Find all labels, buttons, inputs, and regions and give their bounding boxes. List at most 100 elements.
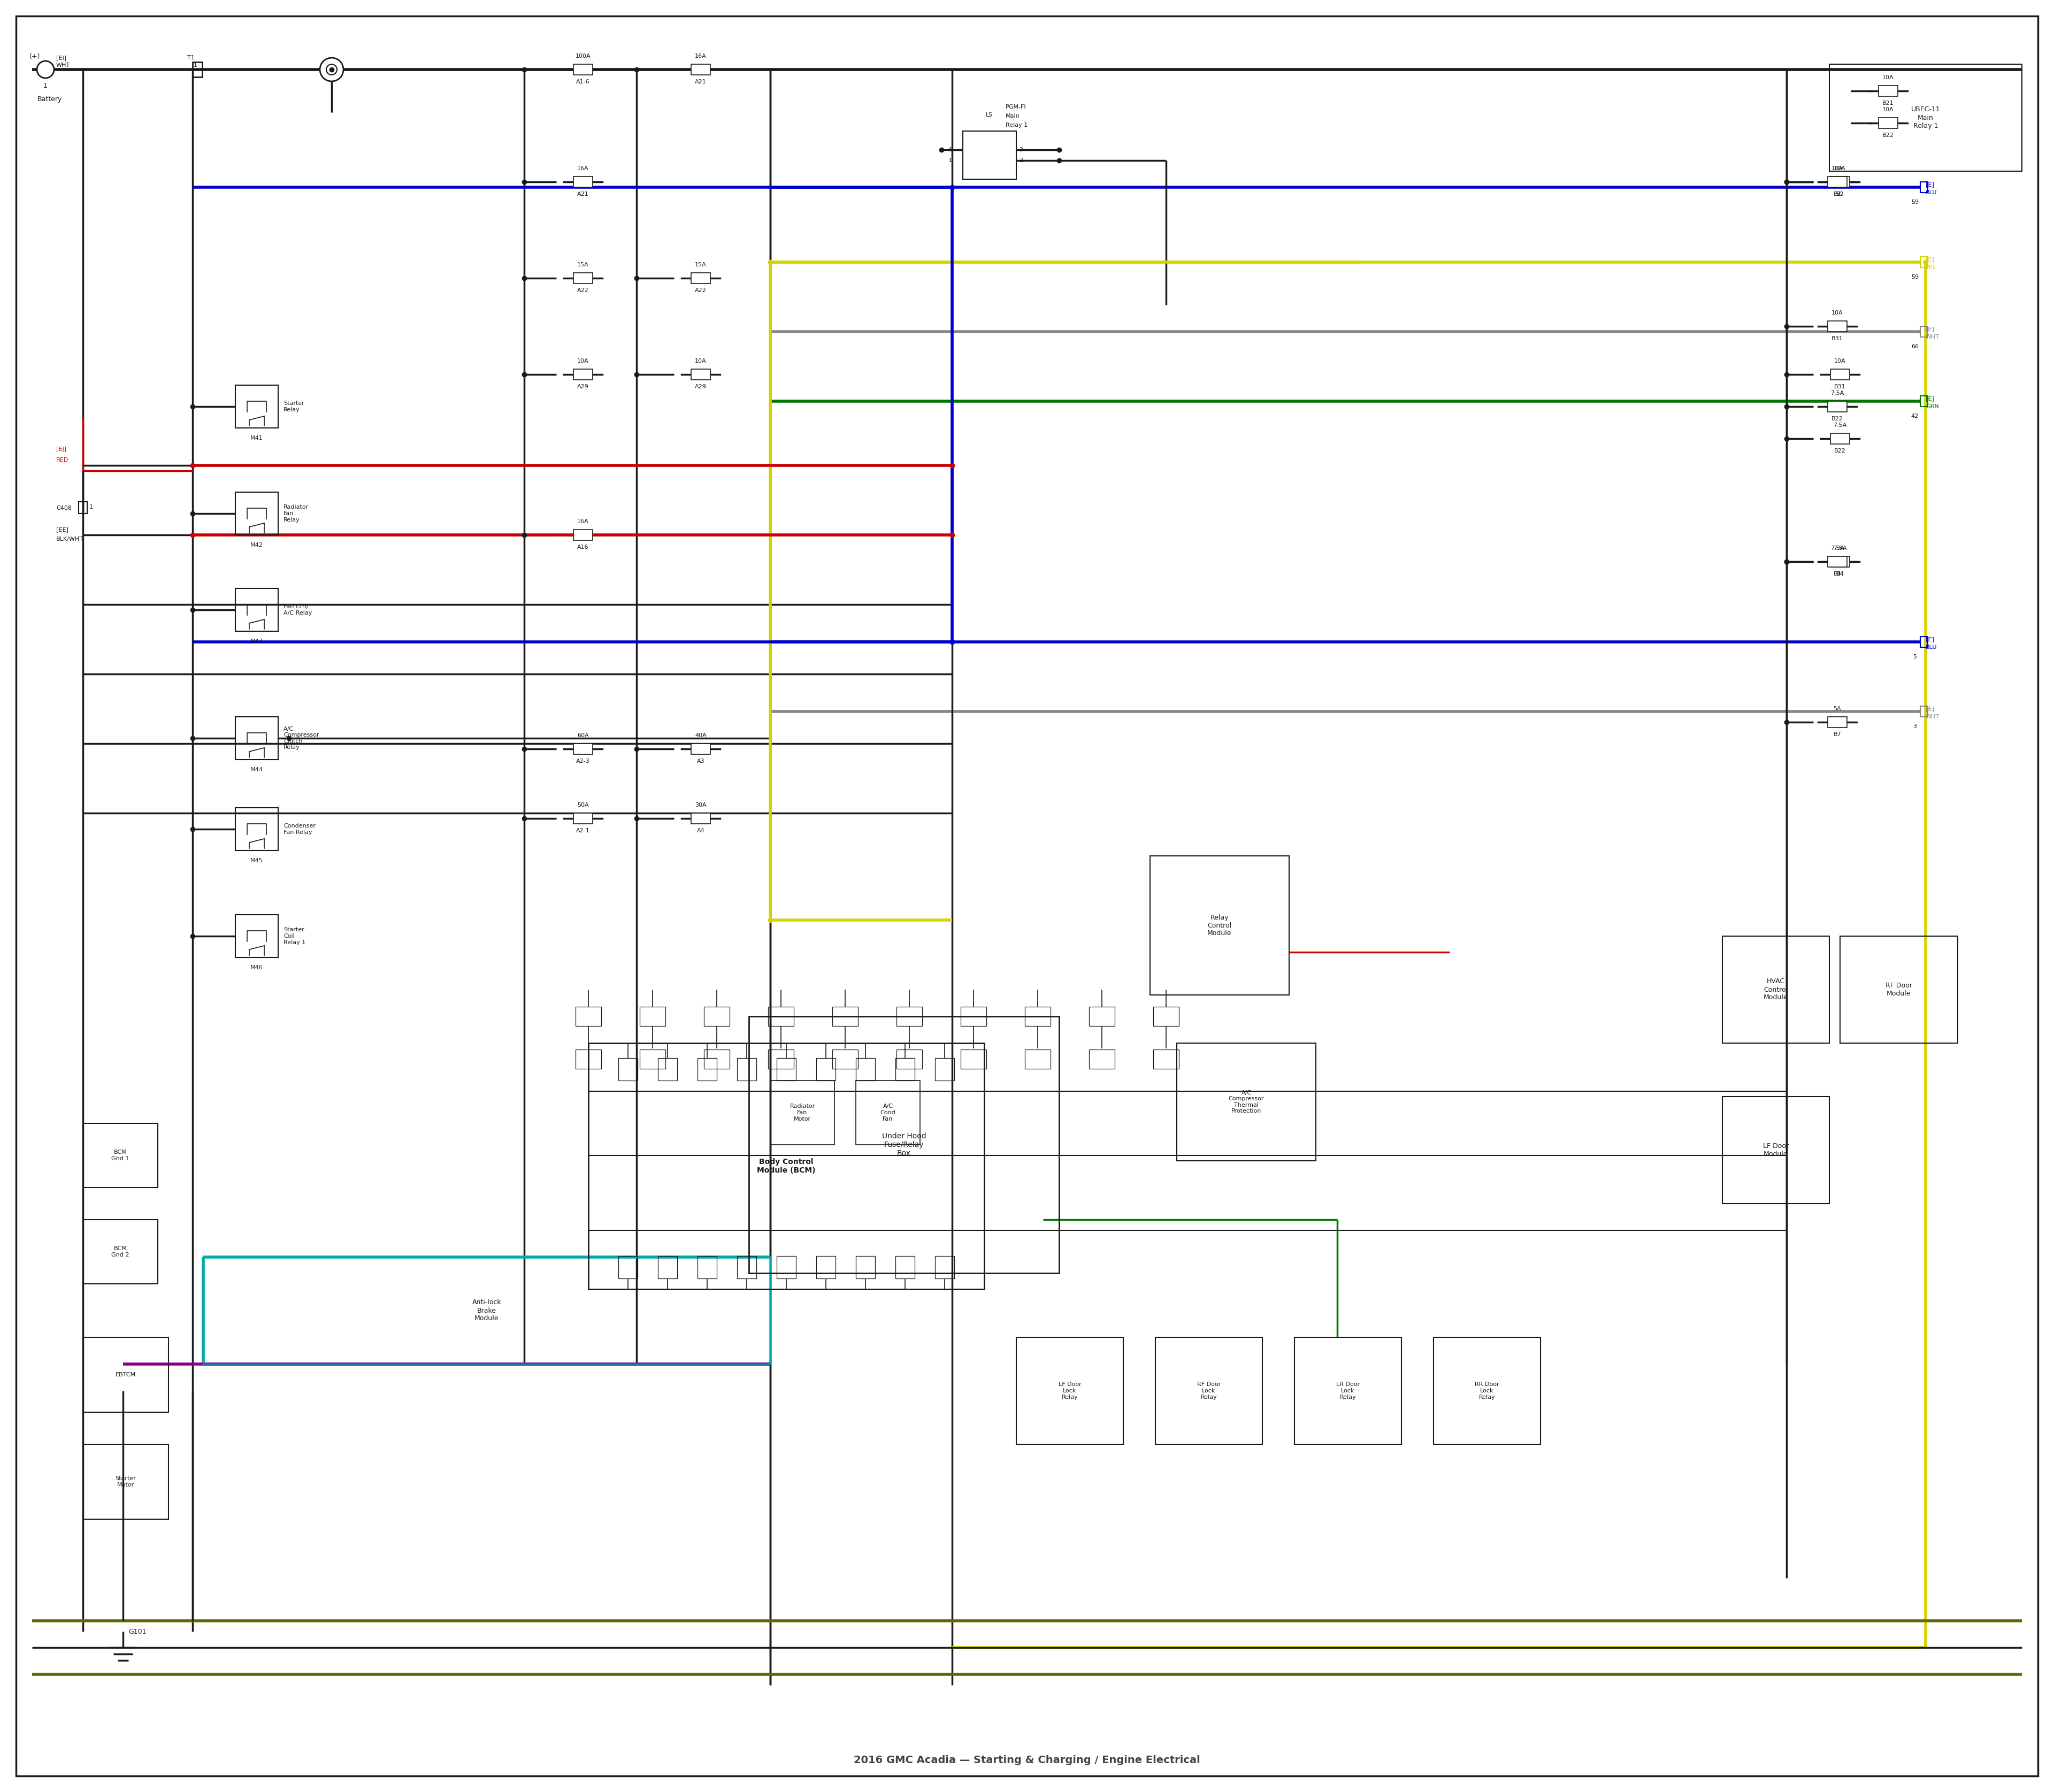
Bar — [815, 1256, 836, 1278]
Text: 10A: 10A — [1834, 167, 1847, 172]
Bar — [770, 1081, 834, 1145]
Bar — [768, 1050, 793, 1068]
Text: [E]: [E] — [1927, 636, 1935, 642]
Bar — [857, 1081, 920, 1145]
Text: RR Door
Lock
Relay: RR Door Lock Relay — [1475, 1382, 1499, 1400]
Text: RED: RED — [55, 457, 68, 462]
Text: Condenser
Fan Relay: Condenser Fan Relay — [283, 823, 316, 835]
Text: LR Door
Lock
Relay: LR Door Lock Relay — [1337, 1382, 1360, 1400]
Text: BLK/WHT: BLK/WHT — [55, 536, 84, 541]
Text: M45: M45 — [251, 858, 263, 864]
Bar — [1920, 706, 1929, 717]
Text: B22: B22 — [1832, 416, 1842, 421]
Text: 10A: 10A — [694, 358, 707, 364]
Bar — [1828, 321, 1847, 332]
Bar — [896, 1057, 914, 1081]
Bar — [1920, 396, 1929, 407]
Text: WHT: WHT — [1927, 335, 1939, 340]
Text: 50A: 50A — [577, 803, 589, 808]
Text: [E]: [E] — [1927, 326, 1935, 332]
Bar — [857, 1256, 875, 1278]
Bar — [236, 717, 277, 760]
Bar — [1920, 326, 1929, 337]
Text: 3: 3 — [1019, 147, 1023, 152]
Text: [EI]: [EI] — [55, 56, 66, 61]
Text: B31: B31 — [1834, 383, 1847, 389]
Bar — [1828, 177, 1847, 186]
Text: A29: A29 — [694, 383, 707, 389]
Bar — [857, 1057, 875, 1081]
Text: 10A: 10A — [1832, 310, 1842, 315]
Bar — [1840, 935, 1957, 1043]
Bar — [1434, 1337, 1540, 1444]
Bar — [1017, 1337, 1124, 1444]
Text: M41: M41 — [251, 435, 263, 441]
Bar — [705, 1007, 729, 1027]
Text: A2-3: A2-3 — [577, 758, 589, 763]
Bar — [1025, 1007, 1050, 1027]
Text: 42: 42 — [1910, 414, 1918, 419]
Bar — [776, 1256, 797, 1278]
Bar — [1830, 177, 1851, 186]
Bar — [575, 1050, 602, 1068]
Text: A/C
Cond
Fan: A/C Cond Fan — [881, 1104, 896, 1122]
Text: B21: B21 — [1881, 100, 1894, 106]
Text: UBEC-11
Main
Relay 1: UBEC-11 Main Relay 1 — [1910, 106, 1941, 129]
Text: 66: 66 — [1910, 344, 1918, 349]
Text: 1: 1 — [88, 504, 92, 509]
Bar — [573, 814, 594, 824]
Bar — [78, 502, 86, 514]
Bar — [961, 1007, 986, 1027]
Text: YEL: YEL — [1927, 265, 1937, 271]
Bar — [776, 1057, 797, 1081]
Text: BCM
Gnd 2: BCM Gnd 2 — [111, 1245, 129, 1258]
Bar — [236, 808, 277, 851]
Text: 16A: 16A — [577, 167, 589, 172]
Bar — [1150, 857, 1290, 995]
Bar — [896, 1007, 922, 1027]
Text: 5: 5 — [1912, 654, 1916, 659]
Text: 10A: 10A — [1834, 358, 1847, 364]
Bar — [935, 1057, 955, 1081]
Bar — [1152, 1050, 1179, 1068]
Text: RF Door
Module: RF Door Module — [1886, 982, 1912, 996]
Text: Relay 1: Relay 1 — [1006, 122, 1027, 127]
Bar — [768, 1007, 793, 1027]
Text: B4: B4 — [1834, 572, 1840, 577]
Text: 100A: 100A — [575, 54, 592, 59]
Bar — [657, 1256, 678, 1278]
Text: Radiator
Fan
Relay: Radiator Fan Relay — [283, 505, 308, 523]
Text: B31: B31 — [1832, 335, 1842, 340]
Bar — [1879, 118, 1898, 129]
Text: C408: C408 — [55, 505, 72, 511]
Bar — [832, 1007, 859, 1027]
Bar — [236, 588, 277, 631]
Bar — [737, 1256, 756, 1278]
Text: 15A: 15A — [577, 262, 589, 267]
Text: 7.5A: 7.5A — [1830, 545, 1844, 550]
Bar — [737, 1057, 756, 1081]
Bar — [1828, 717, 1847, 728]
Bar — [690, 369, 711, 380]
Text: A3: A3 — [696, 758, 705, 763]
Text: WHT: WHT — [1927, 715, 1939, 719]
Bar — [698, 1256, 717, 1278]
Text: B22: B22 — [1881, 133, 1894, 138]
Text: [E]: [E] — [1927, 396, 1935, 401]
Text: 10A: 10A — [1881, 108, 1894, 113]
Bar — [1920, 256, 1929, 267]
Bar — [896, 1050, 922, 1068]
Text: 1: 1 — [193, 63, 197, 68]
Bar — [573, 65, 594, 75]
Bar — [82, 1220, 158, 1283]
Bar — [1025, 1050, 1050, 1068]
Text: 10A: 10A — [577, 358, 589, 364]
Text: L5: L5 — [986, 113, 992, 118]
Bar — [1830, 556, 1851, 566]
Bar — [896, 1256, 914, 1278]
Bar — [1920, 181, 1929, 192]
Bar — [1830, 65, 2021, 172]
Text: M46: M46 — [251, 966, 263, 969]
Text: A21: A21 — [694, 79, 707, 84]
Text: M43: M43 — [251, 638, 263, 643]
